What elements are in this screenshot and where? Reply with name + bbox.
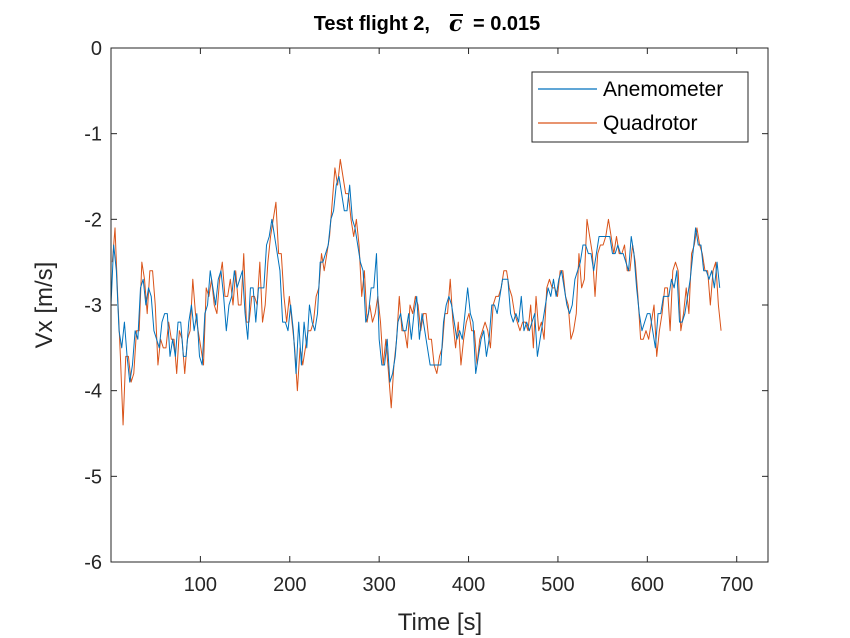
legend-label-quadrotor: Quadrotor	[603, 112, 698, 135]
chart-title-prefix: Test flight 2,	[314, 13, 430, 35]
x-tick-label: 700	[720, 574, 753, 596]
y-tick-label: -4	[84, 381, 102, 403]
y-tick-label: -3	[84, 295, 102, 317]
x-tick-label: 500	[541, 574, 574, 596]
legend-label-anemometer: Anemometer	[603, 78, 723, 101]
x-tick-label: 400	[452, 574, 485, 596]
axes-box	[110, 47, 769, 563]
y-axis-label: Vx [m/s]	[31, 262, 58, 349]
tick-layer: 100 200 300 400 500 600 700 0 -1 -2 -3 -4 -5 -6	[84, 38, 768, 596]
x-tick-label: 100	[184, 574, 217, 596]
series-layer	[111, 158, 722, 426]
chart-title-symbol: c	[449, 11, 463, 37]
x-tick-label: 600	[631, 574, 664, 596]
chart-title-suffix: = 0.015	[473, 13, 540, 35]
x-axis-label: Time [s]	[398, 609, 482, 636]
y-tick-label: -5	[84, 466, 102, 488]
legend[interactable]: Anemometer Quadrotor	[531, 71, 749, 143]
y-tick-label: -1	[84, 124, 102, 146]
y-tick-label: -6	[84, 552, 102, 574]
x-tick-label: 200	[273, 574, 306, 596]
y-tick-label: 0	[91, 38, 102, 60]
series-line-anemometer	[111, 176, 721, 383]
x-tick-label: 300	[362, 574, 395, 596]
y-tick-label: -2	[84, 209, 102, 231]
chart-title: Test flight 2, c = 0.015	[314, 11, 541, 37]
legend-box	[531, 71, 749, 143]
